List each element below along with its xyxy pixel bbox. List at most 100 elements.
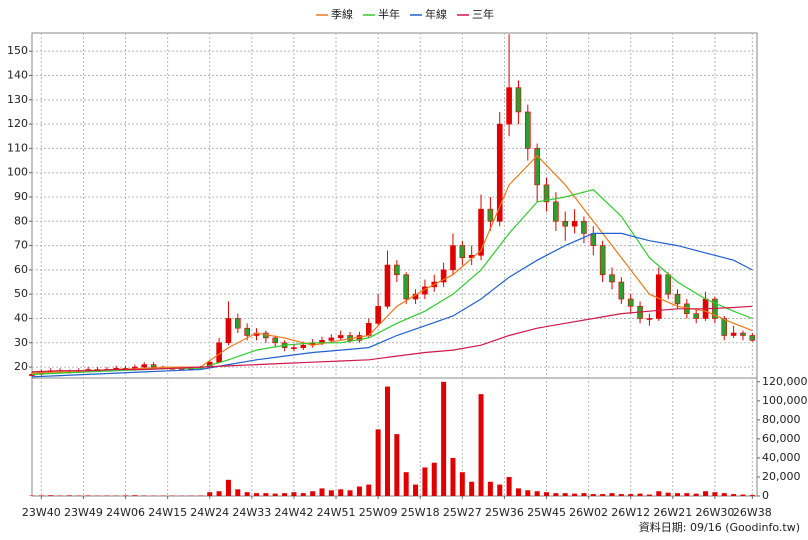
candle-body [609, 274, 615, 283]
legend-label: 年線 [425, 7, 447, 21]
candle-body [487, 208, 494, 222]
x-tick-label: 25W36 [485, 506, 524, 519]
volume-bar [469, 481, 475, 496]
candle-body [665, 274, 671, 295]
x-tick-label: 24W51 [317, 506, 356, 519]
ma-line [31, 305, 753, 373]
volume-bar [562, 493, 568, 496]
y-tick-label: 100,000 [762, 394, 808, 407]
volume-bar [478, 394, 484, 496]
footer: 資料日期: 09/16 (Goodinfo.tw) [639, 520, 800, 534]
candle-body [440, 269, 447, 283]
x-tick-label: 24W33 [232, 506, 271, 519]
y-tick-label: 120 [7, 117, 28, 130]
volume-bar [66, 495, 72, 496]
candle-body [553, 201, 559, 222]
volume-bar [581, 493, 587, 496]
volume-bar [731, 494, 737, 496]
y-tick-label: 100 [7, 166, 28, 179]
volume-bar [450, 457, 456, 496]
volume-bar [207, 492, 213, 496]
volume-bar [123, 495, 129, 496]
volume-bar [506, 476, 512, 496]
volume-bar [375, 429, 381, 496]
volume-bar [225, 479, 231, 496]
volume-bar [366, 484, 372, 496]
candle-body [141, 364, 148, 368]
candle-body [300, 344, 307, 348]
volume-bar [394, 434, 400, 496]
volume-bar [534, 491, 540, 496]
volume-bar [749, 495, 755, 496]
x-tick-label: 23W40 [22, 506, 61, 519]
x-tick-label: 26W12 [611, 506, 650, 519]
y-tick-label: 40,000 [762, 451, 801, 464]
price-panel [31, 32, 758, 379]
volume-bar [600, 494, 606, 496]
volume-bar [703, 491, 709, 496]
volume-bar [441, 381, 447, 496]
candle-body [749, 335, 756, 341]
candle-body [627, 298, 634, 307]
candle-body [291, 347, 297, 349]
volume-bar [403, 472, 409, 496]
volume-bar [525, 490, 531, 496]
candle-body [534, 148, 540, 186]
candle-body [730, 332, 737, 336]
volume-bar [515, 488, 521, 496]
candle-body [394, 264, 400, 276]
legend-label: 季線 [331, 7, 353, 21]
volume-bar [413, 484, 419, 496]
volume-bar [721, 493, 727, 496]
candle-body [244, 327, 250, 336]
candle-body [459, 245, 466, 259]
x-tick-label: 25W18 [401, 506, 440, 519]
volume-bar [48, 495, 54, 496]
x-tick-label: 25W45 [527, 506, 566, 519]
volume-bar [85, 495, 91, 496]
ma-line [31, 154, 753, 374]
y-tick-label: 70 [14, 239, 28, 252]
volume-bar [235, 489, 241, 496]
legend-label: 三年 [472, 7, 494, 21]
x-tick-label: 24W24 [190, 506, 229, 519]
volume-bar [319, 488, 325, 496]
volume-bar [497, 484, 503, 496]
volume-bar [431, 462, 437, 496]
y-tick-label: 30 [14, 336, 28, 349]
candle-body [496, 123, 503, 222]
y-tick-label: 60,000 [762, 432, 801, 445]
volume-bar [422, 467, 428, 496]
volume-bar [216, 491, 222, 496]
y-tick-label: 140 [7, 69, 28, 82]
x-tick-label: 24W15 [148, 506, 187, 519]
volume-bar [459, 472, 465, 496]
x-tick-label: 26W02 [569, 506, 608, 519]
volume-bar [665, 492, 671, 496]
volume-bar [637, 493, 643, 496]
candle-body [478, 208, 484, 256]
candle-body [562, 220, 569, 227]
y-tick-label: 130 [7, 93, 28, 106]
volume-bar [487, 481, 493, 496]
y-tick-label: 80 [14, 214, 28, 227]
volume-bar [572, 493, 578, 496]
x-tick-label: 23W49 [64, 506, 103, 519]
x-tick-label: 26W21 [653, 506, 692, 519]
volume-bar [347, 490, 353, 496]
volume-bar [291, 492, 297, 496]
y-tick-label: 120,000 [762, 375, 808, 388]
candle-body [328, 337, 335, 341]
candle-body [515, 87, 522, 113]
volume-bar [628, 494, 634, 496]
volume-bar [656, 491, 662, 496]
volume-bar [38, 495, 44, 496]
volume-bar [618, 494, 624, 496]
volume-bar [244, 492, 250, 496]
candle-body [525, 111, 531, 149]
y-tick-label: 90 [14, 190, 28, 203]
candle-body [150, 364, 157, 368]
legend-label: 半年 [378, 7, 400, 21]
y-tick-label: 20 [14, 360, 28, 373]
candle-body [674, 293, 681, 305]
